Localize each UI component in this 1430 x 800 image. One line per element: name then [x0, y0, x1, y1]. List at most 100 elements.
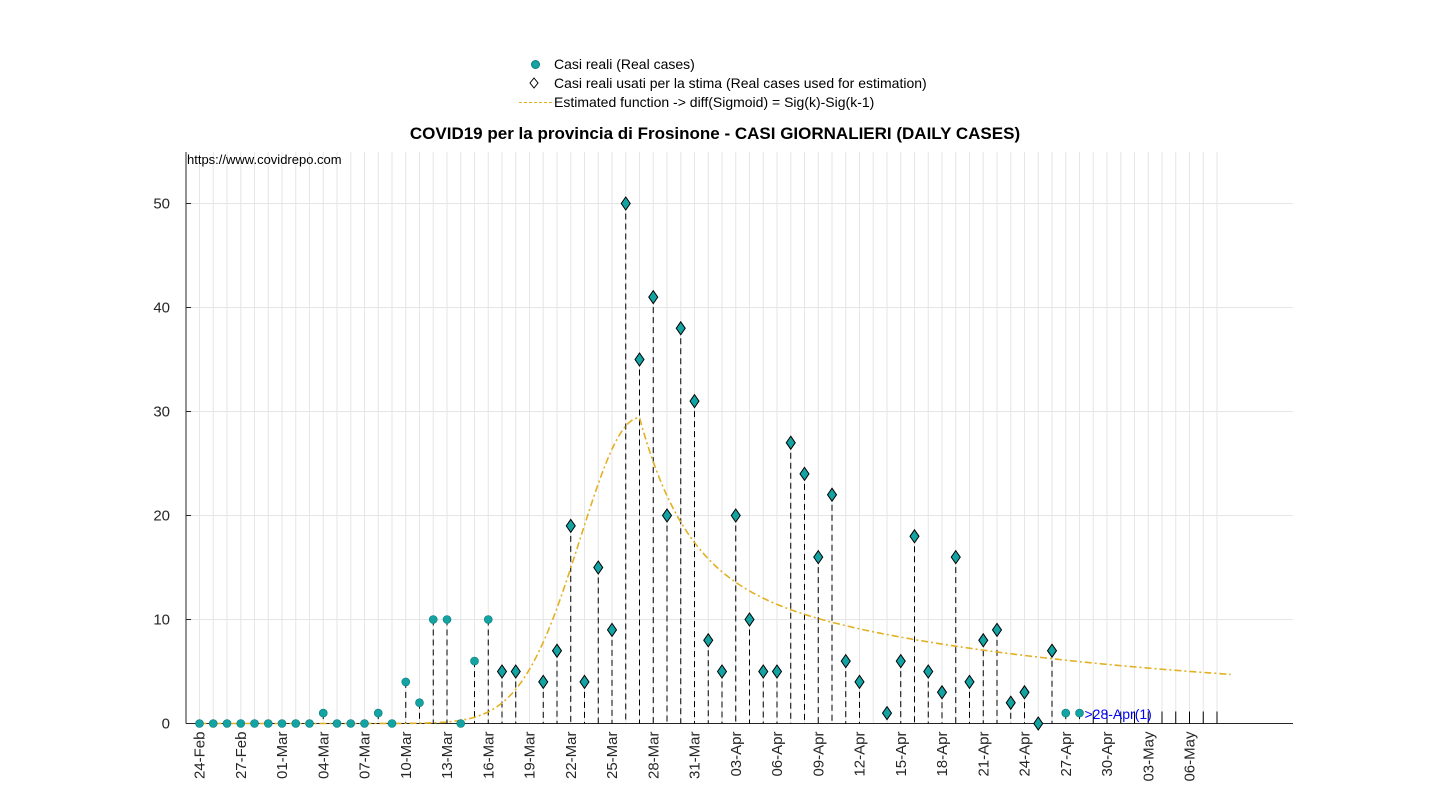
- estimation-case-marker: [565, 518, 576, 534]
- diamond-icon: [516, 74, 554, 92]
- estimation-case-marker: [648, 289, 659, 305]
- x-tick-label: 27-Feb: [233, 732, 250, 780]
- x-tick-label: 31-Mar: [687, 731, 704, 779]
- estimation-case-marker: [703, 632, 714, 648]
- legend-label: Estimated function -> diff(Sigmoid) = Si…: [554, 94, 875, 110]
- estimation-case-marker: [758, 664, 769, 679]
- real-case-marker: [387, 719, 397, 728]
- estimation-case-marker: [1033, 716, 1044, 731]
- source-note: https://www.covidrepo.com: [187, 152, 342, 167]
- x-tick-label: 27-Apr: [1058, 732, 1075, 777]
- estimation-case-marker: [895, 653, 906, 669]
- real-case-marker: [1061, 708, 1071, 718]
- y-tick-label: 40: [153, 300, 170, 317]
- x-tick-label: 04-Mar: [315, 731, 332, 779]
- real-case-marker: [277, 719, 287, 728]
- real-case-marker: [222, 719, 232, 728]
- real-case-marker: [250, 719, 259, 728]
- estimation-case-marker: [909, 528, 920, 544]
- x-tick-label: 16-Mar: [480, 731, 497, 779]
- y-tick-label: 50: [153, 196, 170, 213]
- real-case-marker: [360, 719, 369, 728]
- estimation-case-marker: [964, 674, 975, 690]
- x-tick-label: 25-Mar: [604, 731, 621, 779]
- estimation-case-marker: [606, 622, 618, 638]
- x-tick-label: 15-Apr: [893, 732, 910, 777]
- legend-item-estimation-cases: Casi reali usati per la stima (Real case…: [516, 74, 927, 92]
- y-tick-label: 20: [153, 508, 170, 525]
- real-case-marker: [456, 719, 466, 728]
- estimation-case-marker: [936, 684, 948, 700]
- x-tick-label: 24-Apr: [1017, 732, 1034, 777]
- legend-label: Casi reali (Real cases): [554, 56, 695, 72]
- estimation-case-marker: [854, 674, 865, 690]
- estimation-case-marker: [716, 664, 728, 679]
- x-tick-label: 18-Apr: [934, 732, 951, 777]
- estimation-case-marker: [730, 508, 741, 523]
- x-tick-label: 03-Apr: [728, 732, 745, 777]
- estimation-case-marker: [620, 196, 631, 211]
- legend-label: Casi reali usati per la stima (Real case…: [554, 75, 927, 91]
- estimation-case-marker: [799, 466, 810, 482]
- real-case-marker: [263, 719, 273, 728]
- x-tick-label: 06-Apr: [769, 732, 786, 777]
- real-case-marker: [208, 719, 218, 728]
- estimation-case-marker: [771, 664, 783, 679]
- estimation-case-marker: [579, 674, 590, 690]
- real-case-marker: [442, 615, 452, 624]
- estimation-case-marker: [538, 674, 549, 690]
- y-tick-label: 30: [153, 404, 170, 421]
- real-case-marker: [318, 708, 328, 718]
- annotation-label: >28-Apr(1): [1085, 706, 1152, 722]
- real-case-marker: [1075, 708, 1084, 718]
- chart-title: COVID19 per la provincia di Frosinone - …: [409, 124, 1021, 143]
- legend: Casi reali (Real cases) Casi reali usati…: [516, 55, 966, 113]
- real-case-marker: [195, 719, 204, 728]
- x-tick-label: 21-Apr: [975, 732, 992, 777]
- estimation-case-marker: [1046, 643, 1058, 659]
- real-case-marker: [428, 615, 438, 624]
- x-tick-label: 01-Mar: [274, 731, 291, 779]
- estimation-case-marker: [634, 352, 645, 367]
- real-case-marker: [236, 719, 246, 728]
- estimation-case-marker: [510, 664, 521, 679]
- x-tick-label: 28-Mar: [645, 731, 662, 779]
- real-case-marker: [332, 719, 342, 728]
- x-tick-label: 07-Mar: [357, 731, 374, 779]
- x-tick-label: 19-Mar: [522, 731, 539, 779]
- estimation-case-marker: [813, 549, 824, 565]
- estimation-case-marker: [689, 393, 700, 409]
- x-tick-label: 12-Apr: [852, 732, 869, 777]
- x-tick-label: 06-May: [1182, 731, 1199, 782]
- estimation-case-marker: [881, 705, 893, 721]
- real-case-marker: [401, 677, 411, 687]
- legend-item-real-cases: Casi reali (Real cases): [516, 55, 695, 73]
- estimation-case-marker: [826, 487, 838, 503]
- real-case-marker: [483, 615, 493, 624]
- x-tick-label: 13-Mar: [439, 731, 456, 779]
- x-tick-label: 22-Mar: [563, 731, 580, 779]
- y-tick-label: 10: [153, 612, 170, 629]
- y-tick-label: 0: [162, 716, 170, 733]
- estimated-function-line: [199, 416, 1231, 725]
- estimation-case-marker: [744, 612, 755, 627]
- estimation-case-marker: [991, 622, 1003, 638]
- estimation-case-marker: [1005, 695, 1016, 711]
- real-case-marker: [346, 719, 356, 728]
- dashed-line-icon: [516, 93, 554, 111]
- dot-icon: [516, 55, 554, 73]
- estimation-case-marker: [496, 664, 508, 679]
- x-tick-label: 24-Feb: [192, 732, 209, 780]
- estimation-case-marker: [675, 320, 686, 336]
- estimation-case-marker: [593, 560, 604, 575]
- estimation-case-marker: [785, 435, 796, 451]
- x-tick-label: 30-Apr: [1099, 732, 1116, 777]
- x-tick-label: 03-May: [1140, 731, 1157, 782]
- real-case-marker: [305, 719, 314, 728]
- legend-item-estimated-function: Estimated function -> diff(Sigmoid) = Si…: [516, 93, 874, 111]
- estimation-case-marker: [551, 643, 563, 659]
- x-tick-label: 10-Mar: [398, 731, 415, 779]
- real-case-marker: [291, 719, 301, 728]
- estimation-case-marker: [978, 632, 989, 648]
